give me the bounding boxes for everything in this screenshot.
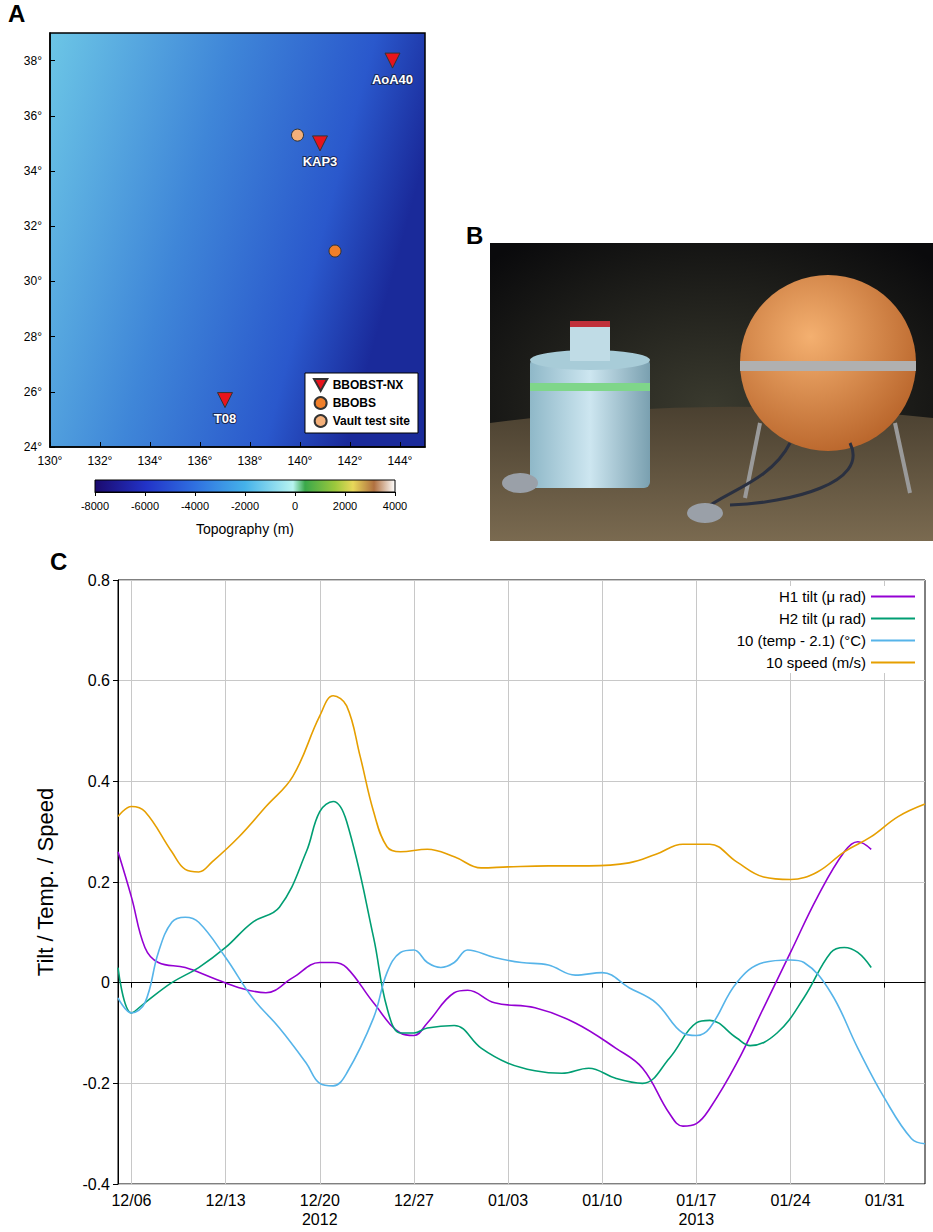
- svg-text:Vault test site: Vault test site: [333, 414, 411, 428]
- svg-text:10 (temp - 2.1) (°C): 10 (temp - 2.1) (°C): [737, 632, 866, 649]
- svg-text:10 speed (m/s): 10 speed (m/s): [766, 654, 866, 671]
- svg-text:12/20: 12/20: [300, 1192, 340, 1209]
- svg-text:32°: 32°: [24, 219, 42, 233]
- svg-text:Tilt / Temp. / Speed: Tilt / Temp. / Speed: [33, 788, 58, 976]
- svg-text:0.4: 0.4: [88, 773, 110, 790]
- svg-text:38°: 38°: [24, 54, 42, 68]
- svg-text:12/06: 12/06: [111, 1192, 151, 1209]
- svg-text:2013: 2013: [679, 1211, 715, 1228]
- svg-text:BBOBST-NX: BBOBST-NX: [333, 378, 404, 392]
- svg-text:28°: 28°: [24, 330, 42, 344]
- svg-text:0: 0: [292, 500, 298, 512]
- svg-text:136°: 136°: [188, 454, 213, 468]
- svg-text:-2000: -2000: [231, 500, 259, 512]
- svg-text:KAP3: KAP3: [303, 154, 338, 169]
- svg-text:12/13: 12/13: [206, 1192, 246, 1209]
- svg-text:AoA40: AoA40: [372, 72, 413, 87]
- svg-text:2000: 2000: [333, 500, 357, 512]
- svg-text:01/31: 01/31: [865, 1192, 905, 1209]
- svg-text:0.6: 0.6: [88, 672, 110, 689]
- svg-text:34°: 34°: [24, 164, 42, 178]
- svg-text:01/24: 01/24: [770, 1192, 810, 1209]
- svg-text:-4000: -4000: [181, 500, 209, 512]
- svg-text:36°: 36°: [24, 109, 42, 123]
- svg-text:142°: 142°: [338, 454, 363, 468]
- svg-text:H1 tilt (μ rad): H1 tilt (μ rad): [779, 588, 866, 605]
- svg-text:-0.2: -0.2: [82, 1075, 110, 1092]
- svg-text:0.2: 0.2: [88, 874, 110, 891]
- svg-text:-8000: -8000: [81, 500, 109, 512]
- svg-text:144°: 144°: [388, 454, 413, 468]
- html-text:A: A: [8, 0, 26, 27]
- html-text:C: C: [50, 548, 68, 575]
- svg-text:01/17: 01/17: [676, 1192, 716, 1209]
- svg-text:-0.4: -0.4: [82, 1176, 110, 1193]
- html-text:B: B: [466, 222, 484, 249]
- svg-text:132°: 132°: [88, 454, 113, 468]
- svg-text:BBOBS: BBOBS: [333, 396, 376, 410]
- svg-text:01/10: 01/10: [582, 1192, 622, 1209]
- svg-text:01/03: 01/03: [488, 1192, 528, 1209]
- svg-text:134°: 134°: [138, 454, 163, 468]
- svg-text:24°: 24°: [24, 440, 42, 454]
- svg-text:Topography (m): Topography (m): [196, 521, 294, 537]
- svg-text:T08: T08: [214, 411, 236, 426]
- svg-text:H2 tilt (μ rad): H2 tilt (μ rad): [779, 610, 866, 627]
- svg-text:140°: 140°: [288, 454, 313, 468]
- svg-text:130°: 130°: [38, 454, 63, 468]
- svg-text:12/27: 12/27: [394, 1192, 434, 1209]
- svg-text:0: 0: [101, 974, 110, 991]
- svg-text:0.8: 0.8: [88, 572, 110, 589]
- svg-text:138°: 138°: [238, 454, 263, 468]
- svg-text:4000: 4000: [383, 500, 407, 512]
- svg-text:30°: 30°: [24, 274, 42, 288]
- svg-text:-6000: -6000: [131, 500, 159, 512]
- svg-text:26°: 26°: [24, 385, 42, 399]
- svg-text:2012: 2012: [302, 1211, 338, 1228]
